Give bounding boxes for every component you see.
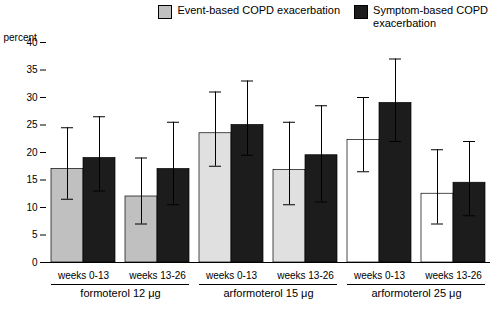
svg-text:weeks 0-13: weeks 0-13 — [353, 270, 406, 281]
svg-text:30: 30 — [26, 92, 38, 103]
svg-text:5: 5 — [32, 230, 38, 241]
svg-text:35: 35 — [26, 65, 38, 76]
svg-text:arformoterol 25 μg: arformoterol 25 μg — [371, 288, 461, 300]
svg-text:percent: percent — [4, 32, 38, 43]
svg-text:weeks 13-26: weeks 13-26 — [276, 270, 334, 281]
svg-text:weeks 0-13: weeks 0-13 — [57, 270, 110, 281]
svg-text:arformoterol 15 μg: arformoterol 15 μg — [223, 288, 313, 300]
svg-text:20: 20 — [26, 147, 38, 158]
svg-text:weeks 13-26: weeks 13-26 — [424, 270, 482, 281]
html-text:Symptom-based COPD exacerbatio: Symptom-based COPD exacerbation — [373, 4, 488, 30]
svg-text:formoterol 12 μg: formoterol 12 μg — [80, 288, 160, 300]
svg-text:weeks 0-13: weeks 0-13 — [205, 270, 258, 281]
svg-text:25: 25 — [26, 120, 38, 131]
svg-text:weeks 13-26: weeks 13-26 — [128, 270, 186, 281]
svg-text:10: 10 — [26, 202, 38, 213]
html-text:Event-based COPD exacerbation: Event-based COPD exacerbation — [177, 4, 341, 16]
svg-text:0: 0 — [32, 257, 38, 268]
svg-text:15: 15 — [26, 175, 38, 186]
